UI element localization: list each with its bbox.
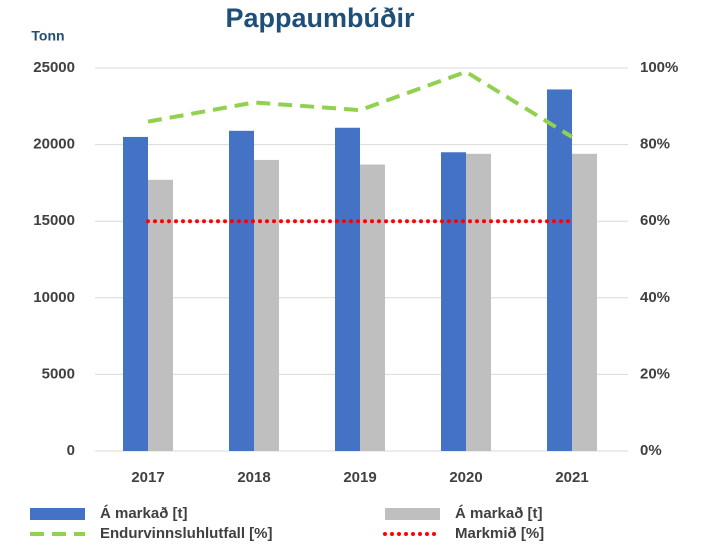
legend-swatch <box>385 508 440 520</box>
legend-label: Endurvinnsluhlutfall [%] <box>100 525 273 542</box>
y2-tick-label: 80% <box>640 136 670 153</box>
legend-swatch <box>30 508 85 520</box>
y-tick-label: 5000 <box>42 365 75 382</box>
x-tick-label: 2017 <box>131 469 164 486</box>
bar <box>360 164 385 452</box>
bar <box>229 130 254 451</box>
y2-tick-label: 20% <box>640 365 670 382</box>
bar <box>441 152 466 451</box>
y2-tick-label: 100% <box>640 59 678 76</box>
bar <box>572 153 597 452</box>
y2-tick-label: 40% <box>640 289 670 306</box>
bar <box>148 179 173 451</box>
legend-label: Á markað [t] <box>455 505 543 522</box>
y-tick-label: 10000 <box>33 289 75 306</box>
y2-tick-label: 0% <box>640 442 662 459</box>
y-tick-label: 20000 <box>33 136 75 153</box>
bar <box>123 136 148 451</box>
y-tick-label: 15000 <box>33 212 75 229</box>
legend-label: Markmið [%] <box>455 525 544 542</box>
bar <box>254 159 279 452</box>
bar <box>335 127 360 452</box>
chart-title: Pappaumbúðir <box>225 3 415 33</box>
y-axis-label: Tonn <box>31 28 64 44</box>
line <box>147 69 574 139</box>
x-tick-label: 2021 <box>555 469 588 486</box>
y-tick-label: 25000 <box>33 59 75 76</box>
y-tick-label: 0 <box>67 442 75 459</box>
y2-tick-label: 60% <box>640 212 670 229</box>
legend-label: Á markað [t] <box>100 505 188 522</box>
bar <box>547 89 572 451</box>
x-tick-label: 2019 <box>343 469 376 486</box>
x-tick-label: 2020 <box>449 469 482 486</box>
bar <box>466 153 491 452</box>
x-tick-label: 2018 <box>237 469 270 486</box>
